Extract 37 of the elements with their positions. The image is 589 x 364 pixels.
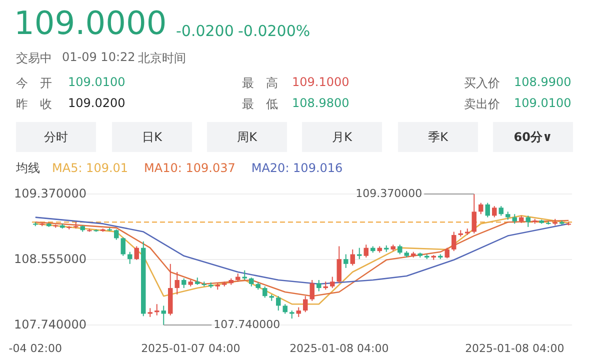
text: 周K xyxy=(207,122,287,152)
y-tick-label: 109.370000 xyxy=(14,186,87,200)
text: MA10: 109.037 xyxy=(144,161,236,175)
text: 分时 xyxy=(16,122,96,152)
y-tick-label: 108.555000 xyxy=(14,252,87,266)
text: -0.0200% xyxy=(238,22,310,40)
text: 季K xyxy=(398,122,478,152)
text: MA20: 109.016 xyxy=(251,161,343,175)
legend-title: 均线 xyxy=(15,161,40,175)
text: 109.1000 xyxy=(292,75,350,89)
text: 月K xyxy=(302,122,382,152)
text: 60分∨ xyxy=(493,122,573,152)
text: -0.0200 xyxy=(176,22,234,40)
text: 日K xyxy=(112,122,192,152)
x-tick-label: 2025-01-08 04:00 xyxy=(465,342,564,355)
annotation: 107.740000 xyxy=(214,318,280,332)
text: 109.0000 xyxy=(14,4,167,42)
text: MA5: 109.01 xyxy=(52,161,128,175)
text: 最 低 xyxy=(242,96,278,113)
y-tick-label: 107.740000 xyxy=(14,317,87,332)
text: 108.9900 xyxy=(514,75,572,89)
text: 109.0200 xyxy=(68,96,126,110)
text: 108.9800 xyxy=(292,96,350,110)
annotation: 109.370000 xyxy=(356,187,422,200)
text: 昨 收 xyxy=(16,96,52,113)
text: 交易中 xyxy=(16,50,52,67)
text: 买入价 xyxy=(464,75,500,92)
text: 109.0100 xyxy=(514,96,572,110)
text: 01-09 10:22 xyxy=(62,50,136,64)
x-tick-label: 2025-01-07 04:00 xyxy=(141,342,240,355)
text: 109.0100 xyxy=(68,75,126,89)
x-tick-label: -04 02:00 xyxy=(8,342,62,355)
text: 最 高 xyxy=(242,75,278,92)
text: 卖出价 xyxy=(464,96,500,113)
text: 今 开 xyxy=(16,75,52,92)
text: 北京时间 xyxy=(138,50,186,67)
x-tick-label: 2025-01-08 04:00 xyxy=(290,342,389,355)
